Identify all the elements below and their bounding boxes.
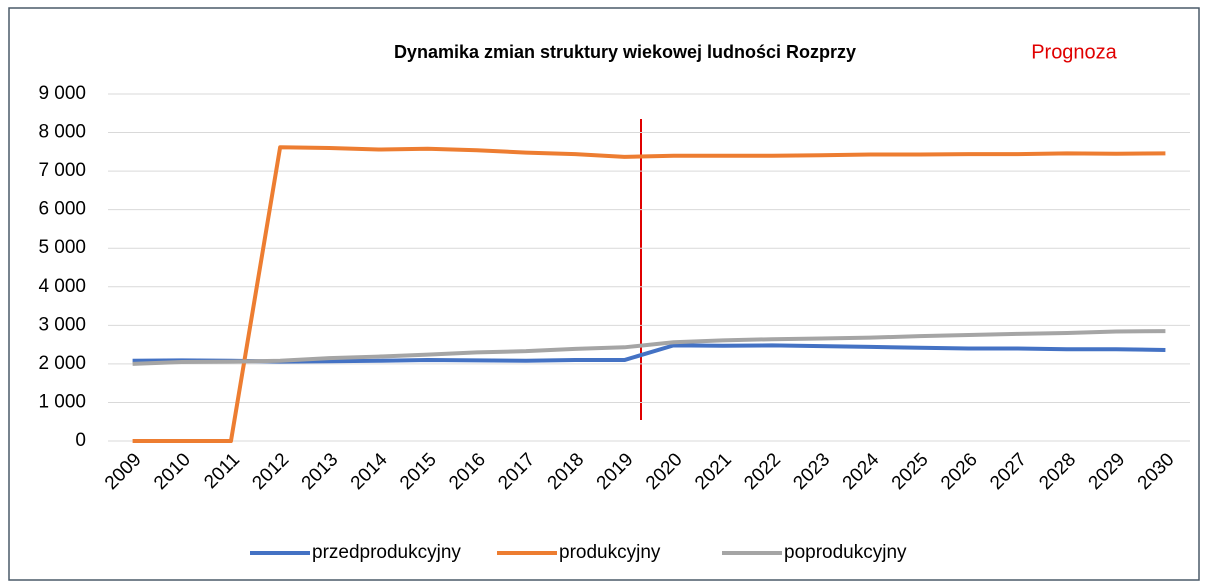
legend-label: poprodukcyjny: [784, 542, 907, 563]
chart-title: Dynamika zmian struktury wiekowej ludnoś…: [394, 42, 856, 62]
legend-label: przedprodukcyjny: [312, 542, 461, 563]
series-line: [132, 329, 1166, 366]
y-tick-label: 9 000: [38, 83, 86, 104]
chart-frame: [8, 7, 1200, 581]
y-tick-label: 4 000: [38, 276, 86, 297]
y-tick-label: 3 000: [38, 314, 86, 335]
annotation: Prognoza: [1031, 41, 1117, 63]
series-line: [132, 145, 1166, 443]
y-tick-label: 0: [75, 430, 86, 451]
y-tick-label: 8 000: [38, 122, 86, 143]
legend-label: produkcyjny: [559, 542, 661, 563]
y-tick-label: 2 000: [38, 353, 86, 374]
y-tick-label: 7 000: [38, 160, 86, 181]
y-tick-label: 1 000: [38, 391, 86, 412]
y-tick-label: 6 000: [38, 199, 86, 220]
y-tick-label: 5 000: [38, 237, 86, 258]
